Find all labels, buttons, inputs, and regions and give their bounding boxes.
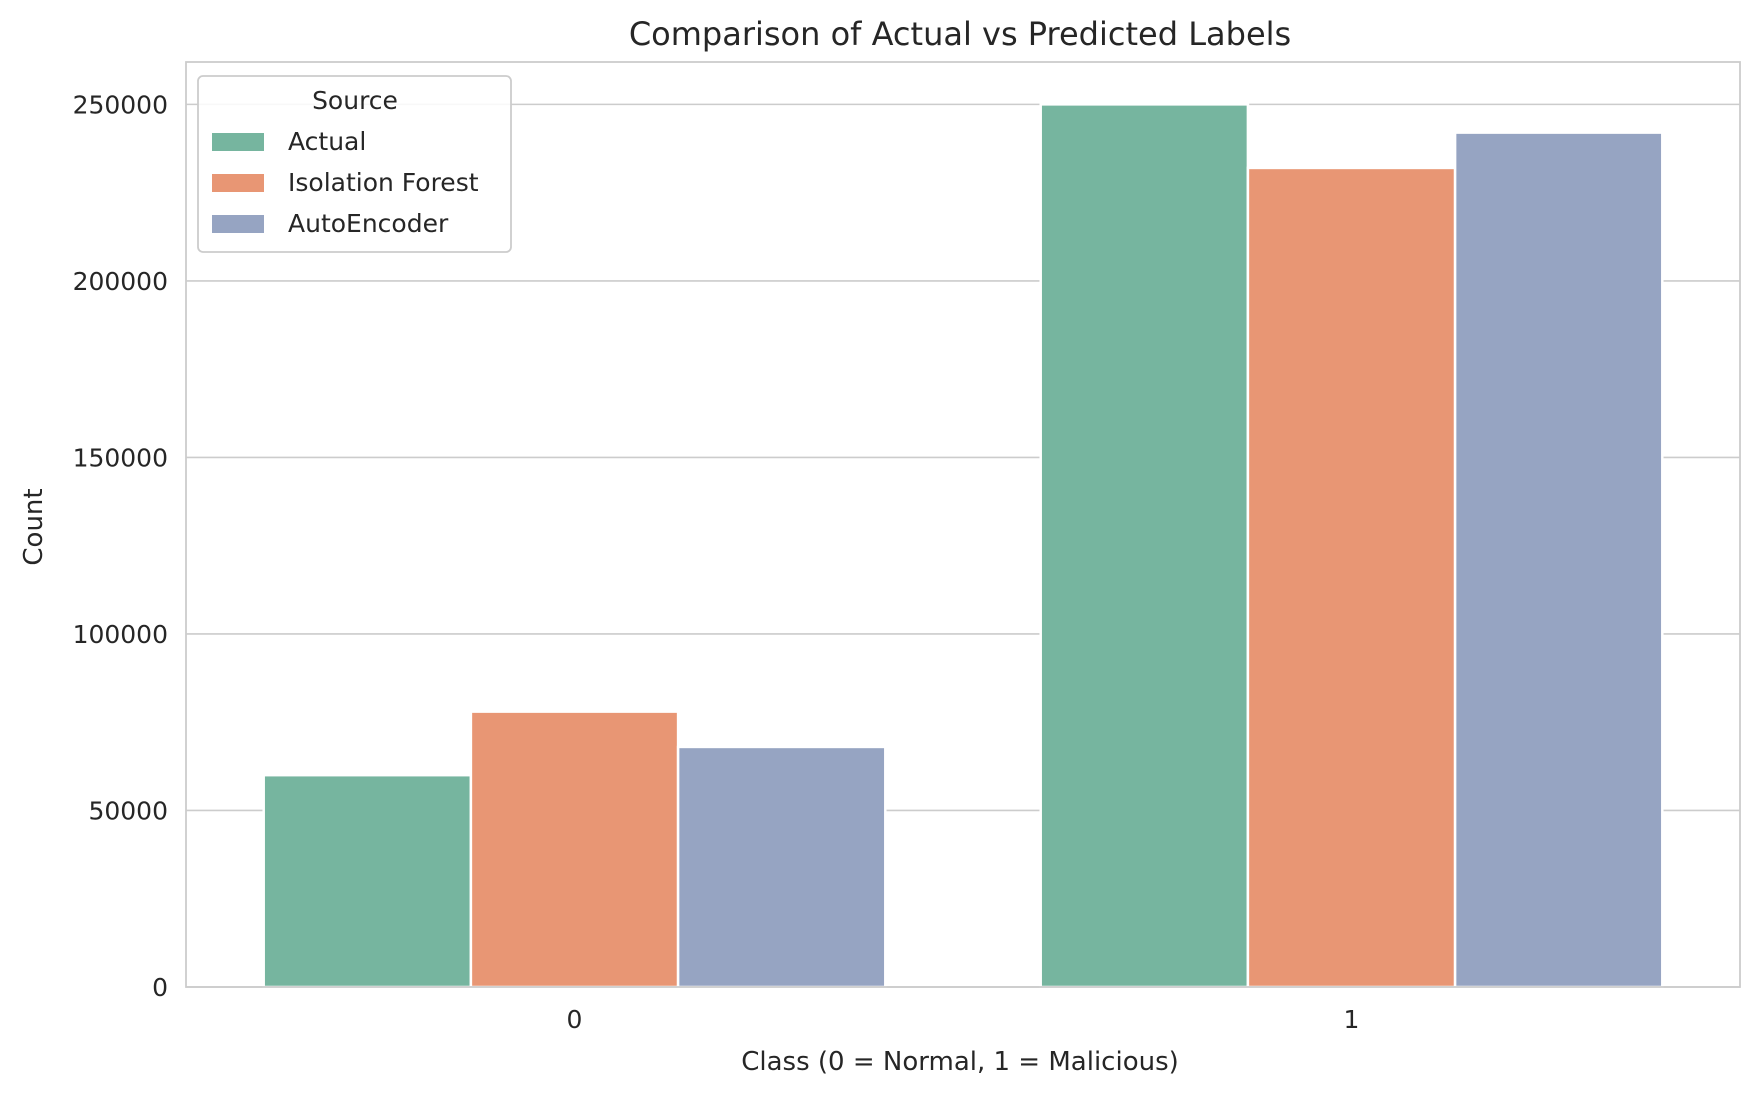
bar-isolation-forest-class-1 [1246, 166, 1457, 989]
chart-title: Comparison of Actual vs Predicted Labels [629, 15, 1291, 53]
legend-title: Source [312, 86, 398, 115]
legend-swatch-isolation-forest [212, 174, 264, 192]
y-tick-label: 150000 [73, 443, 168, 472]
legend-swatch-actual [212, 133, 264, 151]
legend-label: Isolation Forest [288, 168, 479, 197]
y-tick-label: 250000 [73, 90, 168, 119]
y-tick-label: 200000 [73, 267, 168, 296]
x-axis-label: Class (0 = Normal, 1 = Malicious) [741, 1047, 1179, 1077]
legend-box [197, 75, 512, 253]
legend-swatch-autoencoder [212, 215, 264, 233]
x-tick-label: 0 [567, 1005, 583, 1034]
bar-autoencoder-class-1 [1453, 131, 1664, 989]
y-tick-label: 0 [152, 973, 168, 1002]
y-tick-label: 100000 [73, 620, 168, 649]
y-axis-label: Count [19, 488, 49, 565]
y-tick-label: 50000 [88, 796, 168, 825]
bar-isolation-forest-class-0 [469, 710, 680, 989]
bar-autoencoder-class-0 [676, 745, 887, 989]
x-tick-label: 1 [1344, 1005, 1360, 1034]
legend-label: Actual [288, 127, 366, 156]
legend-label: AutoEncoder [288, 209, 449, 238]
bar-actual-class-0 [262, 773, 473, 989]
legend: Source Actual Isolation Forest AutoEncoder [197, 75, 512, 253]
plot-frame [185, 61, 1741, 988]
bar-actual-class-1 [1039, 103, 1250, 989]
